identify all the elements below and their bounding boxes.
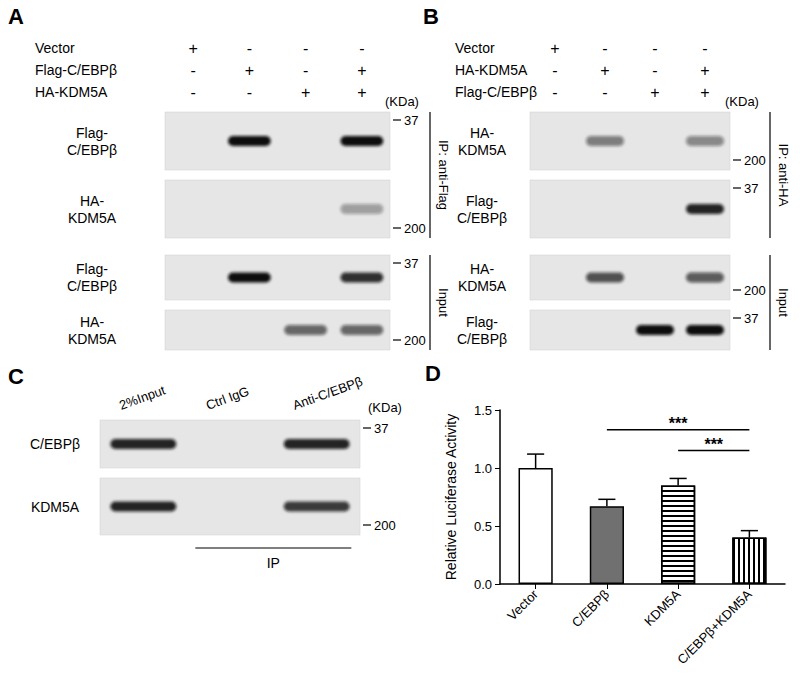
svg-text:2%Input: 2%Input [117, 382, 167, 413]
svg-text:C/EBPβ: C/EBPβ [457, 210, 507, 226]
svg-text:+: + [357, 62, 366, 79]
svg-text:KDM5A: KDM5A [68, 331, 117, 347]
svg-text:-: - [552, 62, 557, 79]
svg-text:-: - [303, 62, 308, 79]
svg-text:HA-: HA- [470, 261, 494, 277]
svg-text:(KDa): (KDa) [368, 400, 402, 415]
svg-text:Input: Input [436, 288, 451, 317]
svg-text:+: + [245, 62, 254, 79]
svg-text:HA-KDM5A: HA-KDM5A [35, 84, 108, 100]
svg-text:+: + [700, 84, 709, 101]
svg-text:HA-: HA- [470, 125, 494, 141]
svg-text:-: - [552, 84, 557, 101]
svg-text:+: + [600, 62, 609, 79]
svg-text:(KDa): (KDa) [725, 94, 759, 109]
svg-text:-: - [652, 40, 657, 57]
svg-text:***: *** [669, 415, 688, 432]
svg-text:Relative Luciferase Activity: Relative Luciferase Activity [443, 414, 459, 581]
svg-text:200: 200 [404, 221, 426, 236]
svg-text:0.0: 0.0 [474, 577, 492, 592]
svg-text:Anti-C/EBPβ: Anti-C/EBPβ [291, 374, 365, 413]
svg-text:-: - [190, 62, 195, 79]
svg-text:Flag-C/EBPβ: Flag-C/EBPβ [455, 84, 537, 100]
svg-text:200: 200 [744, 283, 766, 298]
svg-text:+: + [188, 40, 197, 57]
svg-text:37: 37 [744, 311, 758, 326]
svg-text:+: + [550, 40, 559, 57]
svg-text:-: - [602, 40, 607, 57]
svg-text:KDM5A: KDM5A [458, 142, 507, 158]
svg-text:-: - [303, 40, 308, 57]
svg-text:HA-KDM5A: HA-KDM5A [455, 62, 528, 78]
svg-text:Input: Input [776, 288, 791, 317]
svg-text:Flag-: Flag- [466, 193, 498, 209]
svg-text:-: - [359, 40, 364, 57]
svg-text:C/EBPβ: C/EBPβ [67, 278, 117, 294]
svg-text:Flag-: Flag- [466, 314, 498, 330]
svg-text:(KDa): (KDa) [385, 94, 419, 109]
svg-text:37: 37 [404, 256, 418, 271]
svg-text:IP: anti-Flag: IP: anti-Flag [436, 140, 451, 210]
svg-text:+: + [650, 84, 659, 101]
svg-text:Flag-: Flag- [76, 261, 108, 277]
svg-text:KDM5A: KDM5A [458, 278, 507, 294]
svg-text:Vector: Vector [35, 40, 75, 56]
svg-text:Vector: Vector [455, 40, 495, 56]
svg-text:A: A [8, 4, 24, 29]
svg-text:Ctrl IgG: Ctrl IgG [204, 383, 251, 412]
svg-text:IP: anti-HA: IP: anti-HA [776, 144, 791, 207]
svg-text:-: - [702, 40, 707, 57]
svg-text:Vector: Vector [504, 586, 541, 623]
svg-text:+: + [700, 62, 709, 79]
svg-text:1.0: 1.0 [474, 461, 492, 476]
svg-text:-: - [247, 84, 252, 101]
svg-text:37: 37 [744, 181, 758, 196]
svg-text:C/EBPβ: C/EBPβ [569, 587, 612, 630]
svg-text:KDM5A: KDM5A [31, 499, 80, 515]
svg-text:200: 200 [374, 518, 396, 533]
svg-text:C/EBPβ: C/EBPβ [457, 331, 507, 347]
svg-text:C/EBPβ: C/EBPβ [67, 142, 117, 158]
svg-text:+: + [357, 84, 366, 101]
svg-text:HA-: HA- [80, 193, 104, 209]
svg-text:Flag-: Flag- [76, 125, 108, 141]
svg-text:D: D [425, 361, 441, 386]
svg-text:200: 200 [744, 153, 766, 168]
svg-text:37: 37 [404, 113, 418, 128]
svg-text:-: - [247, 40, 252, 57]
svg-text:***: *** [704, 436, 723, 453]
svg-text:HA-: HA- [80, 314, 104, 330]
svg-text:KDM5A: KDM5A [68, 210, 117, 226]
svg-text:0.5: 0.5 [474, 519, 492, 534]
svg-text:C: C [8, 364, 24, 389]
svg-text:C/EBPβ+KDM5A: C/EBPβ+KDM5A [674, 586, 755, 667]
svg-text:C/EBPβ: C/EBPβ [30, 436, 80, 452]
svg-text:Flag-C/EBPβ: Flag-C/EBPβ [35, 62, 117, 78]
svg-text:200: 200 [404, 333, 426, 348]
svg-text:KDM5A: KDM5A [641, 586, 683, 628]
svg-text:-: - [602, 84, 607, 101]
svg-text:+: + [301, 84, 310, 101]
svg-text:-: - [190, 84, 195, 101]
svg-text:37: 37 [374, 421, 388, 436]
svg-text:-: - [652, 62, 657, 79]
svg-text:1.5: 1.5 [474, 403, 492, 418]
svg-text:B: B [423, 4, 439, 29]
svg-text:IP: IP [267, 555, 280, 571]
